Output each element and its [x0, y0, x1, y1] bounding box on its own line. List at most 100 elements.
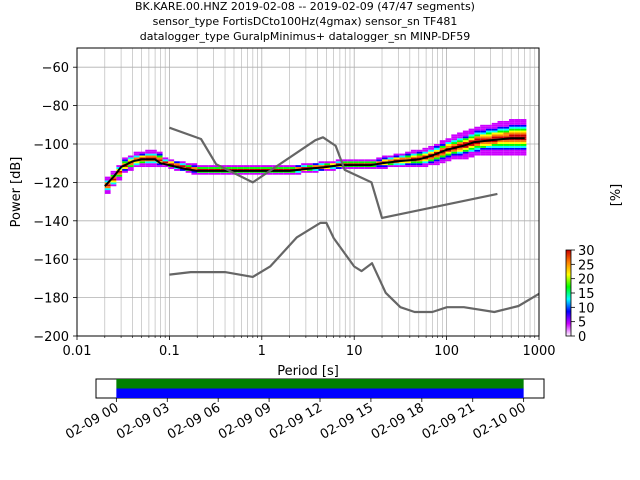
- psd-cell: [312, 170, 319, 173]
- psd-cell: [514, 120, 521, 123]
- timeline-tick-label: 02-09 21: [420, 400, 478, 442]
- psd-cell: [393, 159, 400, 162]
- psd-cell: [405, 161, 411, 164]
- psd-cell: [422, 151, 429, 154]
- colorbar-tick-label: 10: [578, 301, 595, 316]
- psd-cell: [468, 130, 475, 133]
- psd-cell: [480, 142, 486, 144]
- timeline-tick-label: 02-09 18: [369, 400, 427, 442]
- psd-cell: [485, 134, 492, 137]
- psd-cell: [491, 145, 498, 148]
- psd-cell: [179, 168, 186, 171]
- psd-cell: [468, 138, 475, 141]
- psd-cell: [497, 153, 504, 156]
- x-tick-label: 0.01: [63, 344, 92, 359]
- psd-cell: [353, 161, 359, 164]
- psd-cell: [289, 165, 296, 168]
- psd-cell: [179, 161, 186, 164]
- psd-cell: [335, 161, 342, 164]
- psd-cell: [191, 165, 198, 168]
- psd-cell: [358, 167, 365, 169]
- psd-cell: [474, 147, 481, 150]
- psd-cell: [191, 170, 198, 173]
- psd-cell: [428, 145, 434, 148]
- y-axis: −200 −180 −160 −140 −120 −100 −80 −60: [33, 61, 77, 345]
- psd-cell: [376, 167, 383, 169]
- y-tick-label: −160: [33, 253, 69, 268]
- psd-cell: [156, 163, 163, 166]
- psd-cell: [283, 172, 290, 175]
- psd-cell: [514, 145, 521, 148]
- psd-cell: [104, 178, 111, 181]
- psd-cell: [457, 132, 463, 135]
- psd-cell: [254, 167, 261, 169]
- psd-cell: [139, 153, 146, 156]
- psd-cell: [474, 134, 481, 137]
- psd-cell: [162, 161, 169, 164]
- psd-cell: [347, 167, 354, 169]
- psd-cell: [231, 165, 238, 168]
- psd-cell: [462, 134, 469, 137]
- timeline-tick-label: 02-09 00: [63, 400, 121, 442]
- new-low-noise-model-line: [169, 221, 540, 314]
- psd-cell: [503, 140, 510, 143]
- psd-cell: [139, 151, 146, 154]
- psd-cell: [480, 128, 486, 131]
- psd-cell: [451, 153, 458, 156]
- psd-cell: [509, 138, 515, 141]
- psd-cell: [104, 192, 111, 194]
- psd-cell: [341, 161, 348, 164]
- psd-cell: [503, 134, 510, 137]
- psd-cell: [312, 165, 319, 168]
- psd-cell: [480, 153, 486, 156]
- psd-cell: [133, 157, 140, 160]
- coverage-bar-top: [116, 379, 524, 389]
- psd-cell: [278, 165, 284, 168]
- timeline-tick-label: 02-10 00: [471, 400, 529, 442]
- psd-cell: [451, 142, 458, 144]
- psd-cell: [474, 136, 481, 139]
- psd-cell: [416, 165, 423, 168]
- psd-cell: [503, 128, 510, 131]
- psd-cell: [405, 163, 411, 166]
- psd-cell: [283, 167, 290, 169]
- psd-cell: [462, 147, 469, 150]
- psd-cell: [226, 172, 232, 175]
- psd-cell: [422, 163, 429, 166]
- psd-cell: [497, 122, 504, 125]
- psd-cell: [405, 155, 411, 158]
- psd-cell: [474, 126, 481, 129]
- psd-cell: [399, 153, 406, 156]
- psd-cell: [474, 144, 481, 146]
- y-tick-label: −140: [33, 215, 69, 230]
- chart-title: BK.KARE.00.HNZ 2019-02-08 -- 2019-02-09 …: [135, 0, 475, 43]
- psd-cell: [422, 159, 429, 162]
- timeline-tick-label: 02-09 06: [165, 400, 223, 442]
- psd-cell: [226, 167, 232, 169]
- psd-cell: [497, 136, 504, 139]
- psd-cell: [485, 124, 492, 127]
- psd-cell: [491, 130, 498, 133]
- x-tick-label: 1: [258, 344, 266, 359]
- psd-cell: [422, 161, 429, 164]
- psd-cell: [497, 140, 504, 143]
- psd-cell: [422, 165, 429, 168]
- psd-cell: [133, 165, 140, 168]
- psd-cell: [514, 140, 521, 143]
- psd-cell: [145, 161, 152, 164]
- psd-cell: [428, 147, 434, 150]
- psd-cell: [433, 159, 440, 162]
- psd-cell: [289, 167, 296, 169]
- psd-cell: [162, 159, 169, 162]
- psd-cell: [139, 163, 146, 166]
- psd-cell: [122, 161, 128, 164]
- psd-cell: [376, 159, 383, 162]
- psd-cell: [439, 147, 446, 150]
- psd-cell: [116, 174, 123, 177]
- psd-cell: [416, 155, 423, 158]
- psd-cell: [410, 151, 417, 154]
- psd-cell: [520, 147, 527, 150]
- psd-cell: [145, 155, 152, 158]
- psd-cell: [358, 161, 365, 164]
